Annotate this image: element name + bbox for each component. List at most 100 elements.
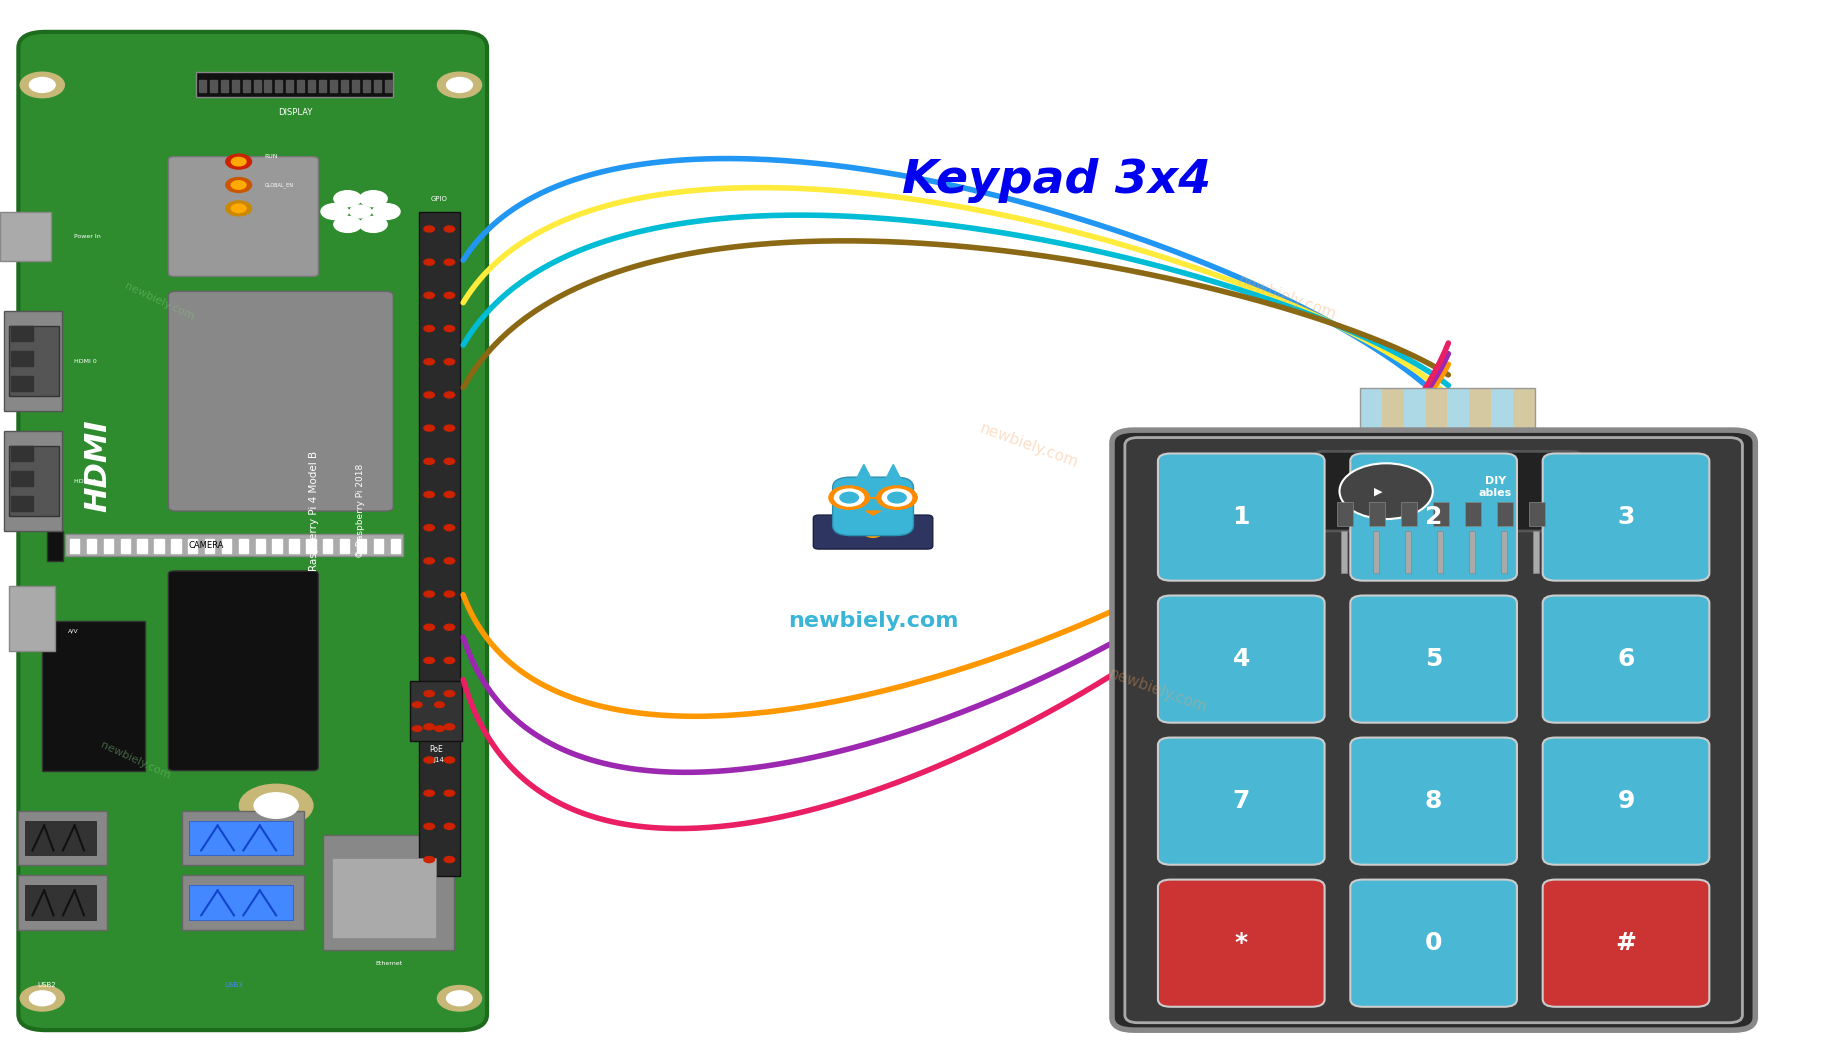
FancyBboxPatch shape	[1529, 502, 1544, 527]
Text: A/V: A/V	[68, 629, 79, 633]
Circle shape	[425, 592, 434, 597]
FancyBboxPatch shape	[169, 291, 393, 511]
Circle shape	[877, 486, 917, 510]
Bar	[232, 80, 239, 91]
FancyBboxPatch shape	[1382, 388, 1404, 451]
Text: GPIO: GPIO	[430, 195, 448, 202]
Bar	[298, 80, 305, 91]
Circle shape	[29, 991, 55, 1006]
Circle shape	[445, 790, 454, 796]
Text: © Raspberry Pi 2018: © Raspberry Pi 2018	[357, 464, 366, 559]
Circle shape	[425, 292, 434, 298]
FancyBboxPatch shape	[66, 534, 403, 556]
FancyBboxPatch shape	[1465, 502, 1481, 527]
Circle shape	[829, 486, 869, 510]
Text: 8: 8	[1424, 789, 1443, 813]
Circle shape	[445, 558, 454, 564]
Circle shape	[882, 490, 912, 507]
FancyBboxPatch shape	[197, 72, 393, 97]
Text: HDMI 1: HDMI 1	[74, 479, 96, 483]
Text: DIY
ables: DIY ables	[1480, 477, 1513, 498]
Text: 4: 4	[1233, 647, 1250, 671]
FancyBboxPatch shape	[9, 586, 55, 651]
FancyBboxPatch shape	[1542, 596, 1709, 722]
Circle shape	[445, 757, 454, 763]
Text: HDMI: HDMI	[83, 419, 112, 513]
Text: J14: J14	[434, 757, 445, 763]
Circle shape	[412, 702, 423, 707]
Circle shape	[335, 217, 362, 233]
Circle shape	[425, 790, 434, 796]
Circle shape	[425, 259, 434, 266]
Bar	[342, 80, 347, 91]
FancyBboxPatch shape	[333, 858, 436, 939]
FancyBboxPatch shape	[410, 681, 463, 740]
Bar	[11, 326, 33, 341]
Circle shape	[445, 724, 454, 730]
Circle shape	[425, 326, 434, 331]
FancyBboxPatch shape	[169, 571, 318, 771]
Bar	[221, 80, 228, 91]
Circle shape	[20, 986, 64, 1011]
Bar	[187, 539, 197, 553]
FancyBboxPatch shape	[1158, 879, 1325, 1007]
Text: 5: 5	[1424, 647, 1443, 671]
FancyBboxPatch shape	[1351, 453, 1516, 581]
Text: 7: 7	[1233, 789, 1250, 813]
Circle shape	[425, 459, 434, 464]
Circle shape	[239, 784, 312, 826]
Circle shape	[425, 425, 434, 431]
FancyBboxPatch shape	[182, 875, 305, 930]
FancyBboxPatch shape	[1158, 453, 1325, 581]
Polygon shape	[866, 511, 880, 515]
FancyBboxPatch shape	[1542, 453, 1709, 581]
Bar	[265, 80, 272, 91]
FancyBboxPatch shape	[0, 211, 51, 261]
FancyBboxPatch shape	[42, 621, 145, 771]
Bar	[222, 539, 232, 553]
Text: 6: 6	[1617, 647, 1634, 671]
FancyBboxPatch shape	[1351, 738, 1516, 864]
Bar	[210, 80, 217, 91]
Circle shape	[425, 757, 434, 763]
Circle shape	[864, 527, 882, 537]
Circle shape	[425, 492, 434, 497]
Circle shape	[445, 392, 454, 398]
Text: 9: 9	[1617, 789, 1634, 813]
Circle shape	[232, 181, 246, 189]
Circle shape	[232, 157, 246, 166]
Bar	[357, 539, 366, 553]
Bar	[373, 539, 382, 553]
Circle shape	[445, 690, 454, 697]
Bar	[272, 539, 281, 553]
Circle shape	[445, 857, 454, 862]
FancyBboxPatch shape	[1336, 502, 1353, 527]
FancyBboxPatch shape	[1340, 531, 1347, 573]
Text: 1: 1	[1233, 506, 1250, 529]
Bar	[255, 539, 265, 553]
Bar	[351, 80, 358, 91]
Circle shape	[226, 154, 252, 169]
Circle shape	[226, 201, 252, 216]
Circle shape	[311, 183, 410, 240]
FancyBboxPatch shape	[1158, 738, 1325, 864]
Bar	[362, 80, 369, 91]
Circle shape	[425, 392, 434, 398]
Bar	[103, 539, 114, 553]
Text: 2: 2	[1424, 506, 1443, 529]
Circle shape	[335, 191, 362, 207]
Circle shape	[445, 459, 454, 464]
FancyBboxPatch shape	[1401, 502, 1417, 527]
FancyBboxPatch shape	[18, 875, 107, 930]
Text: RUN: RUN	[265, 154, 278, 159]
Circle shape	[447, 78, 472, 92]
Text: *: *	[1235, 931, 1248, 955]
FancyBboxPatch shape	[1360, 388, 1382, 451]
FancyBboxPatch shape	[18, 810, 107, 866]
FancyBboxPatch shape	[1542, 879, 1709, 1007]
Circle shape	[445, 226, 454, 232]
Circle shape	[425, 226, 434, 232]
FancyBboxPatch shape	[1533, 531, 1540, 573]
Bar	[340, 539, 349, 553]
Circle shape	[445, 259, 454, 266]
